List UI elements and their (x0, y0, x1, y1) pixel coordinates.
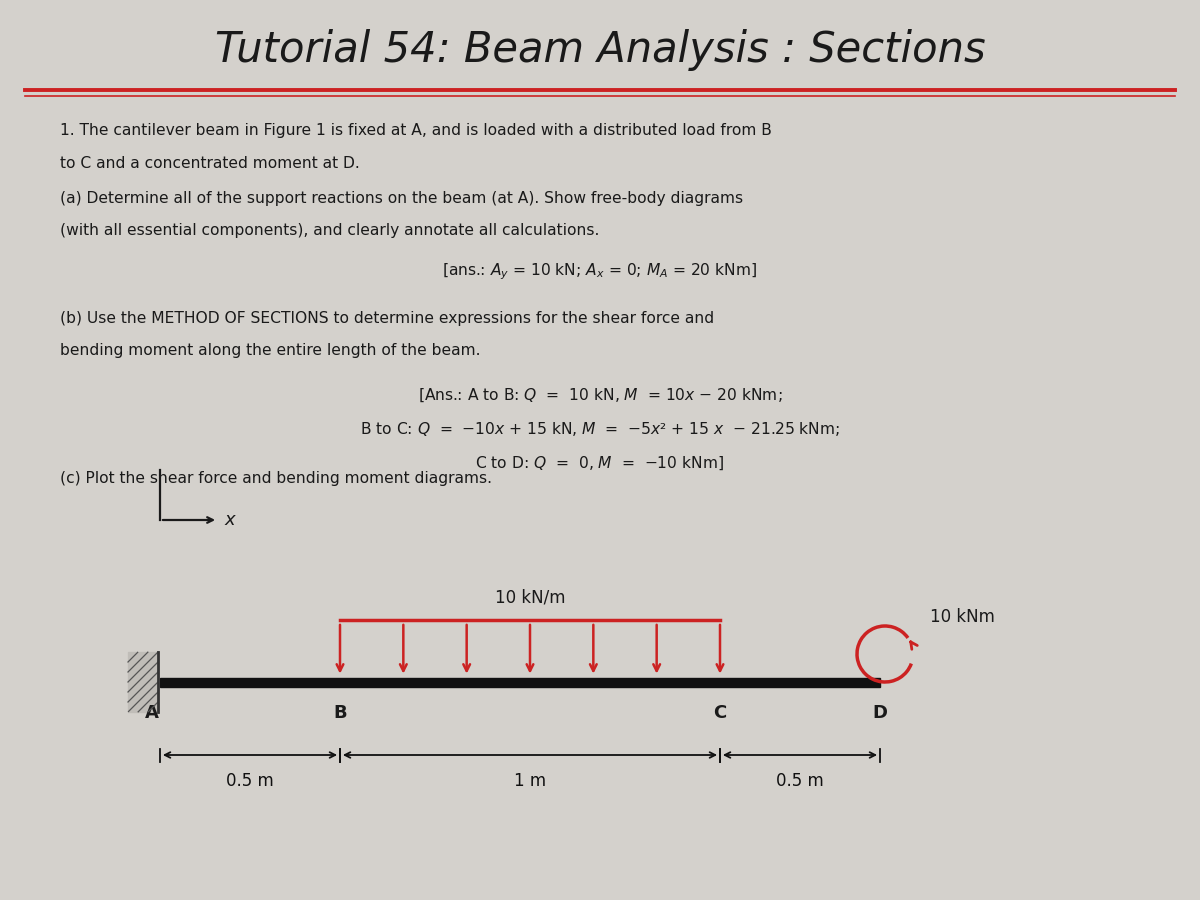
Text: D: D (872, 704, 888, 722)
Text: bending moment along the entire length of the beam.: bending moment along the entire length o… (60, 344, 480, 358)
Polygon shape (128, 652, 158, 712)
Text: 10 kN/m: 10 kN/m (494, 588, 565, 606)
Text: C: C (713, 704, 727, 722)
Text: (a) Determine all of the support reactions on the beam (at A). Show free-body di: (a) Determine all of the support reactio… (60, 191, 743, 205)
Text: to C and a concentrated moment at D.: to C and a concentrated moment at D. (60, 156, 360, 170)
Text: [ans.: $A_y$ = 10 kN; $A_x$ = 0; $M_A$ = 20 kNm]: [ans.: $A_y$ = 10 kN; $A_x$ = 0; $M_A$ =… (443, 262, 757, 283)
Text: (c) Plot the shear force and bending moment diagrams.: (c) Plot the shear force and bending mom… (60, 471, 492, 485)
Text: Tutorial 54: Beam Analysis : Sections: Tutorial 54: Beam Analysis : Sections (215, 29, 985, 71)
Bar (160, 678, 880, 687)
Text: (with all essential components), and clearly annotate all calculations.: (with all essential components), and cle… (60, 223, 599, 238)
Text: C to D: $Q$  =  0, $M$  =  −10 kNm]: C to D: $Q$ = 0, $M$ = −10 kNm] (475, 454, 725, 472)
Text: 10 kNm: 10 kNm (930, 608, 995, 626)
Text: [Ans.: A to B: $Q$  =  10 kN, $M$  = 10$x$ − 20 kNm;: [Ans.: A to B: $Q$ = 10 kN, $M$ = 10$x$ … (418, 386, 782, 404)
Text: 0.5 m: 0.5 m (226, 772, 274, 790)
Text: 0.5 m: 0.5 m (776, 772, 824, 790)
Text: (b) Use the METHOD OF SECTIONS to determine expressions for the shear force and: (b) Use the METHOD OF SECTIONS to determ… (60, 310, 714, 326)
Text: B to C: $Q$  =  −10$x$ + 15 kN, $M$  =  −5$x$² + 15 $x$  − 21.25 kNm;: B to C: $Q$ = −10$x$ + 15 kN, $M$ = −5$x… (360, 420, 840, 438)
Text: A: A (145, 704, 158, 722)
Text: 1. The cantilever beam in Figure 1 is fixed at A, and is loaded with a distribut: 1. The cantilever beam in Figure 1 is fi… (60, 122, 772, 138)
Text: 1 m: 1 m (514, 772, 546, 790)
Text: x: x (224, 511, 235, 529)
Text: B: B (334, 704, 347, 722)
